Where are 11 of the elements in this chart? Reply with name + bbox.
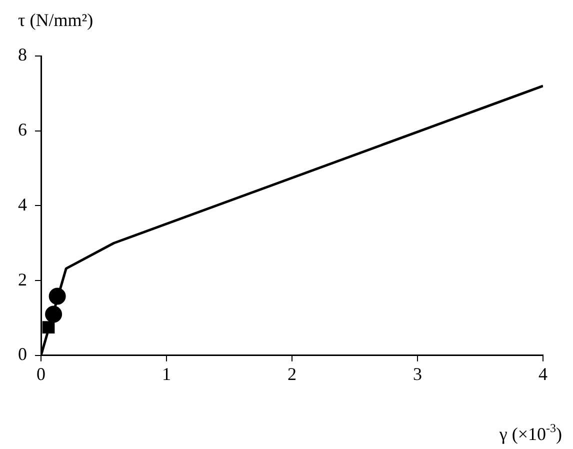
- y-tick-label: 2: [18, 269, 27, 290]
- y-tick-label: 4: [18, 194, 27, 214]
- x-tick-label: 0: [36, 364, 46, 384]
- y-tick-label: 6: [18, 120, 27, 140]
- y-tick-label: 0: [18, 344, 27, 364]
- x-tick-label: 2: [288, 364, 296, 384]
- x-tick-label: 3: [413, 364, 422, 384]
- x-tick-label: 4: [538, 364, 548, 384]
- y-tick-label: 8: [18, 44, 27, 65]
- y-axis-title: τ (N/mm²): [18, 10, 94, 30]
- x-tick-label: 1: [162, 364, 171, 384]
